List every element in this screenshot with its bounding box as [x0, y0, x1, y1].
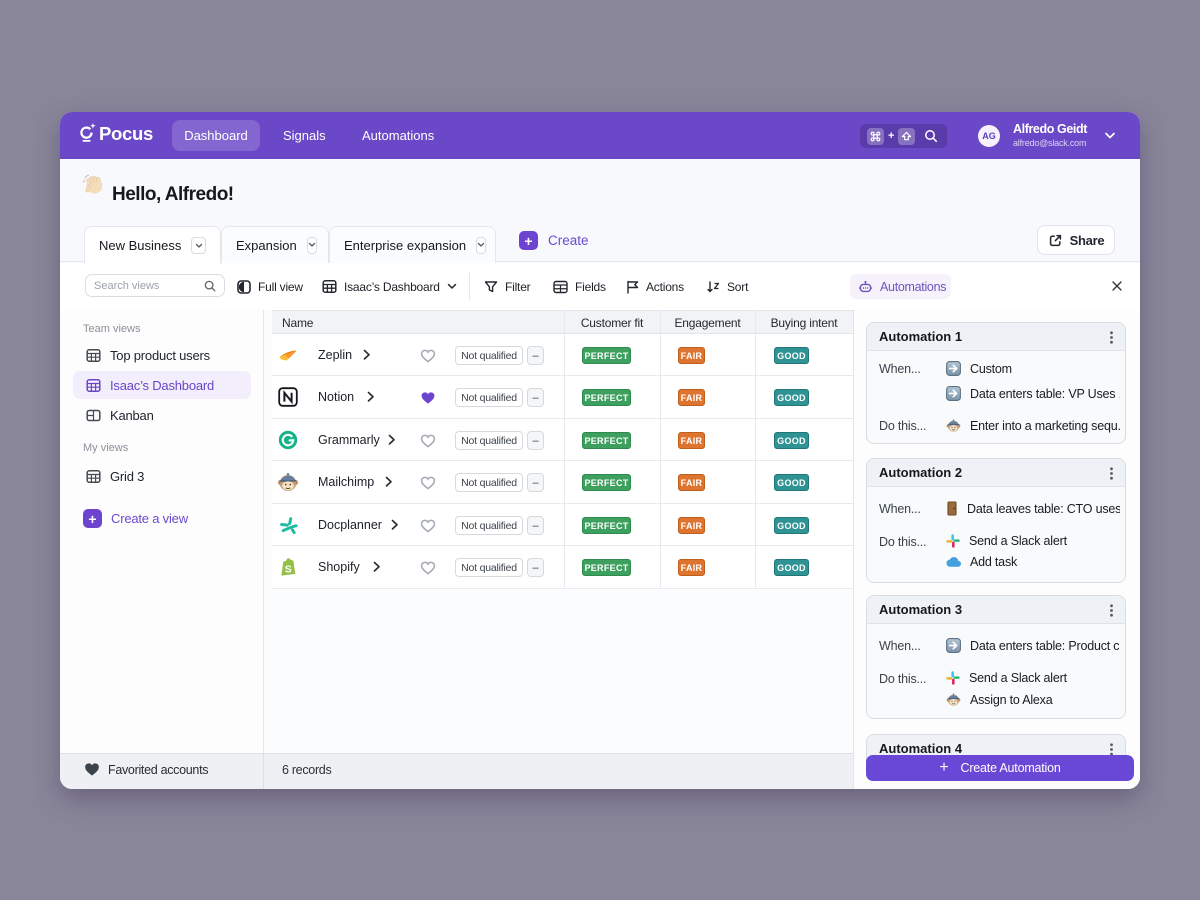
svg-text:S: S: [285, 564, 292, 576]
